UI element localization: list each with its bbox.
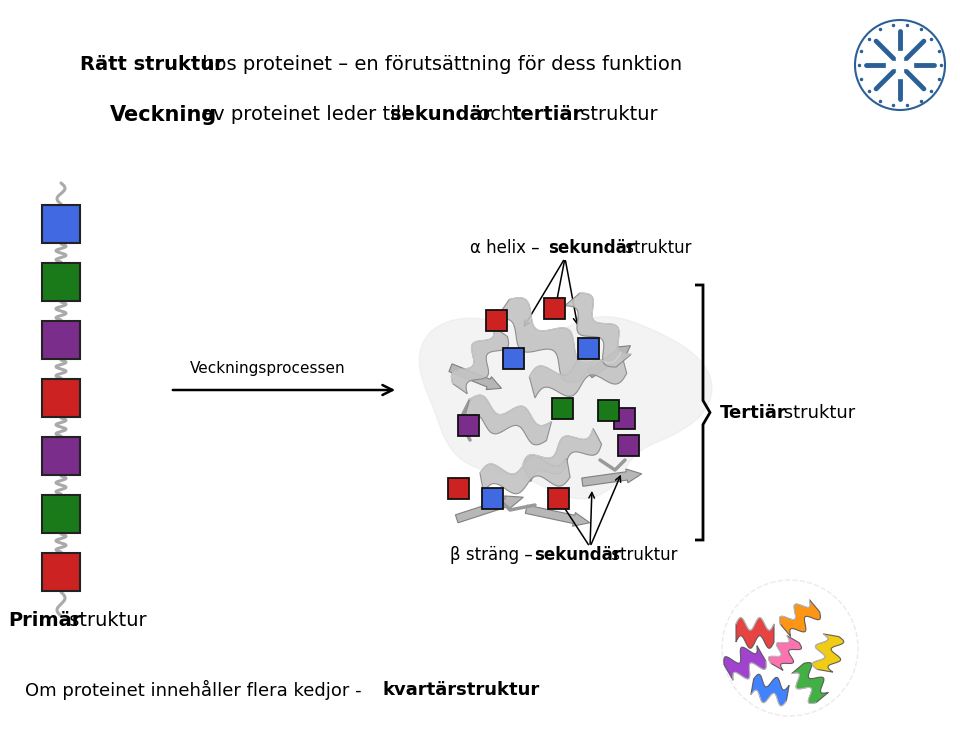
FancyBboxPatch shape [42,205,80,243]
Polygon shape [780,600,821,636]
Polygon shape [449,364,501,389]
FancyBboxPatch shape [42,321,80,359]
Text: tertiär: tertiär [512,105,583,124]
FancyBboxPatch shape [597,400,618,420]
Text: Veckning: Veckning [110,105,217,125]
FancyBboxPatch shape [543,297,564,318]
FancyBboxPatch shape [551,397,572,419]
Text: α helix –: α helix – [470,239,545,257]
Text: struktur: struktur [606,546,678,564]
Polygon shape [564,293,632,367]
Text: och: och [472,105,519,124]
Text: kvartärstruktur: kvartärstruktur [383,681,540,699]
Text: struktur: struktur [574,105,658,124]
Polygon shape [769,635,802,671]
FancyBboxPatch shape [482,488,502,509]
Text: Tertiär: Tertiär [720,403,787,422]
FancyBboxPatch shape [502,348,523,368]
Text: struktur: struktur [778,403,855,422]
Polygon shape [455,496,523,523]
Text: sekundär: sekundär [548,239,635,257]
FancyBboxPatch shape [42,437,80,475]
FancyBboxPatch shape [42,495,80,533]
Polygon shape [736,618,774,649]
FancyBboxPatch shape [578,337,598,359]
Polygon shape [751,674,789,706]
FancyBboxPatch shape [42,553,80,591]
FancyBboxPatch shape [458,414,478,436]
Polygon shape [465,395,552,445]
Text: sekundär: sekundär [390,105,492,124]
Text: hos proteinet – en förutsättning för dess funktion: hos proteinet – en förutsättning för des… [196,56,683,75]
FancyBboxPatch shape [617,435,638,455]
FancyBboxPatch shape [42,263,80,301]
Text: Primär: Primär [8,611,82,630]
Polygon shape [812,634,844,672]
Polygon shape [529,352,627,398]
Text: Om proteinet innehåller flera kedjor -: Om proteinet innehåller flera kedjor - [25,680,368,700]
Polygon shape [494,298,595,382]
FancyBboxPatch shape [547,488,568,509]
Polygon shape [582,469,641,486]
FancyBboxPatch shape [42,379,80,417]
Polygon shape [451,326,509,394]
Polygon shape [525,505,589,526]
Polygon shape [420,317,712,498]
Polygon shape [480,456,570,494]
Text: sekundär: sekundär [534,546,621,564]
FancyBboxPatch shape [613,408,635,428]
Polygon shape [588,346,631,378]
Text: struktur: struktur [63,611,147,630]
Text: Veckningsprocessen: Veckningsprocessen [190,360,346,376]
Text: av proteinet leder till: av proteinet leder till [195,105,413,124]
Polygon shape [724,646,766,680]
Text: β sträng –: β sträng – [450,546,538,564]
Text: struktur: struktur [620,239,691,257]
Text: Rätt struktur: Rätt struktur [80,56,224,75]
Polygon shape [522,428,602,482]
FancyBboxPatch shape [486,310,507,331]
Polygon shape [792,662,828,703]
FancyBboxPatch shape [447,477,468,498]
